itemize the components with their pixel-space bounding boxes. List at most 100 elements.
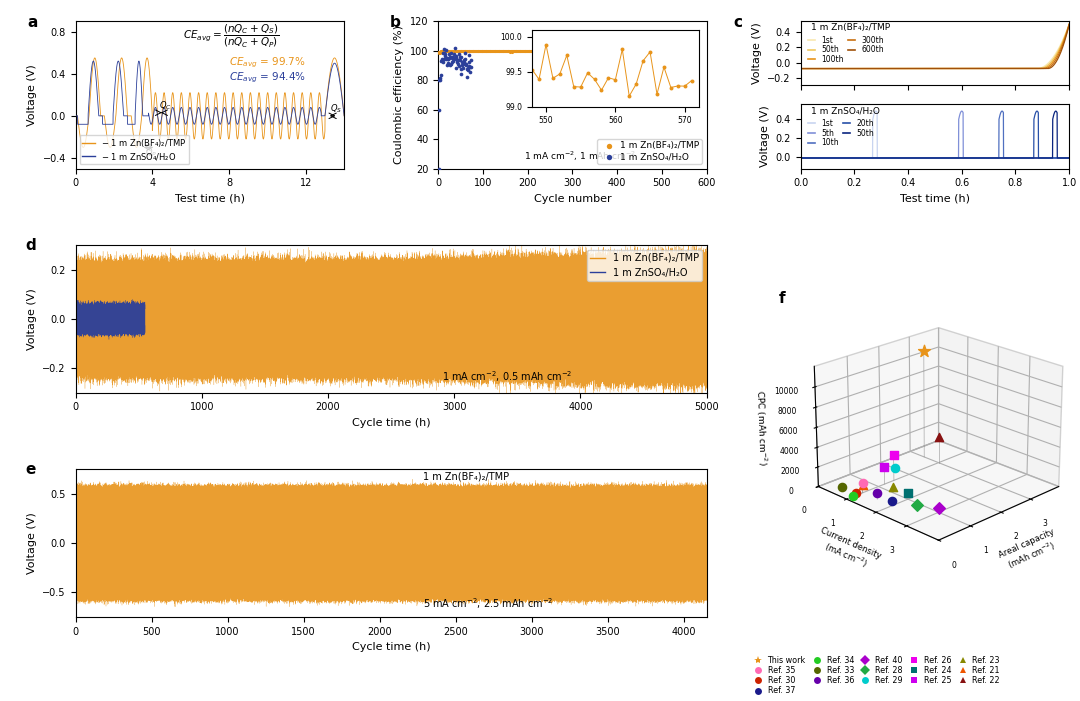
Point — [545, 46, 563, 57]
Point — [584, 46, 602, 57]
Point — [453, 46, 470, 57]
Point — [438, 46, 456, 57]
Point — [447, 50, 464, 61]
Point — [438, 59, 456, 70]
Point — [582, 46, 599, 57]
Point — [665, 46, 683, 57]
Point — [460, 49, 477, 60]
Text: $CE_{avg}$ = 99.7%: $CE_{avg}$ = 99.7% — [229, 55, 305, 70]
Point — [679, 46, 697, 57]
Point — [523, 46, 540, 57]
Point — [431, 48, 448, 59]
Point — [437, 46, 455, 57]
Point — [685, 46, 702, 57]
Point — [621, 46, 638, 57]
Point — [556, 46, 573, 57]
Point — [596, 46, 613, 57]
Point — [513, 46, 530, 57]
Point — [554, 46, 571, 57]
Point — [610, 46, 627, 57]
Point — [577, 46, 594, 57]
50th — [908, 154, 921, 162]
Point — [570, 46, 588, 57]
Point — [522, 46, 539, 57]
50th — [1063, 154, 1076, 162]
Point — [458, 72, 475, 83]
Point — [593, 46, 610, 57]
Point — [499, 46, 516, 57]
Point — [448, 46, 465, 57]
20th — [794, 154, 807, 162]
Point — [430, 163, 447, 174]
50th — [825, 154, 838, 162]
Point — [608, 46, 625, 57]
Point — [645, 46, 662, 57]
Point — [467, 46, 484, 57]
Point — [561, 46, 578, 57]
Point — [447, 52, 464, 63]
Point — [644, 46, 661, 57]
Point — [605, 46, 622, 57]
Point — [443, 47, 460, 58]
Point — [454, 60, 471, 71]
Point — [665, 46, 683, 57]
Point — [531, 46, 549, 57]
Point — [484, 46, 501, 57]
Point — [432, 74, 449, 86]
Point — [674, 46, 691, 57]
Point — [602, 46, 619, 57]
Point — [657, 46, 674, 57]
Point — [518, 46, 536, 57]
Point — [461, 46, 478, 57]
Point — [672, 46, 689, 57]
Point — [652, 46, 670, 57]
Point — [594, 46, 611, 57]
100th — [908, 64, 921, 73]
Point — [438, 53, 456, 64]
Point — [441, 45, 458, 56]
Point — [584, 46, 602, 57]
Point — [686, 46, 703, 57]
Point — [624, 46, 642, 57]
Point — [557, 46, 575, 57]
Point — [624, 46, 642, 57]
Point — [642, 46, 659, 57]
Point — [477, 46, 495, 57]
Point — [440, 46, 457, 57]
Point — [459, 64, 476, 76]
Point — [643, 46, 660, 57]
Point — [575, 46, 592, 57]
Point — [600, 46, 618, 57]
Legend: 1 m Zn(BF₄)₂/TMP, 1 m ZnSO₄/H₂O: 1 m Zn(BF₄)₂/TMP, 1 m ZnSO₄/H₂O — [597, 139, 702, 164]
Point — [470, 46, 487, 57]
Point — [650, 46, 667, 57]
Point — [543, 46, 561, 57]
Point — [448, 46, 465, 57]
Point — [517, 46, 535, 57]
20th — [908, 154, 921, 162]
Point — [527, 46, 544, 57]
Point — [667, 46, 685, 57]
Point — [656, 46, 673, 57]
Point — [477, 46, 495, 57]
Point — [565, 46, 582, 57]
Point — [636, 46, 653, 57]
5th — [1063, 154, 1076, 162]
Point — [669, 46, 686, 57]
Point — [494, 46, 511, 57]
Point — [600, 46, 618, 57]
Point — [683, 46, 700, 57]
Point — [444, 46, 461, 57]
50th — [840, 64, 853, 73]
X-axis label: Cycle time (h): Cycle time (h) — [352, 642, 431, 652]
Point — [490, 46, 508, 57]
Point — [545, 46, 563, 57]
Point — [461, 46, 478, 57]
Point — [435, 46, 453, 57]
Y-axis label: Voltage (V): Voltage (V) — [27, 64, 37, 125]
Point — [640, 46, 658, 57]
Line: 300th: 300th — [800, 25, 1069, 69]
Point — [571, 46, 589, 57]
Point — [435, 43, 453, 54]
Point — [675, 46, 692, 57]
